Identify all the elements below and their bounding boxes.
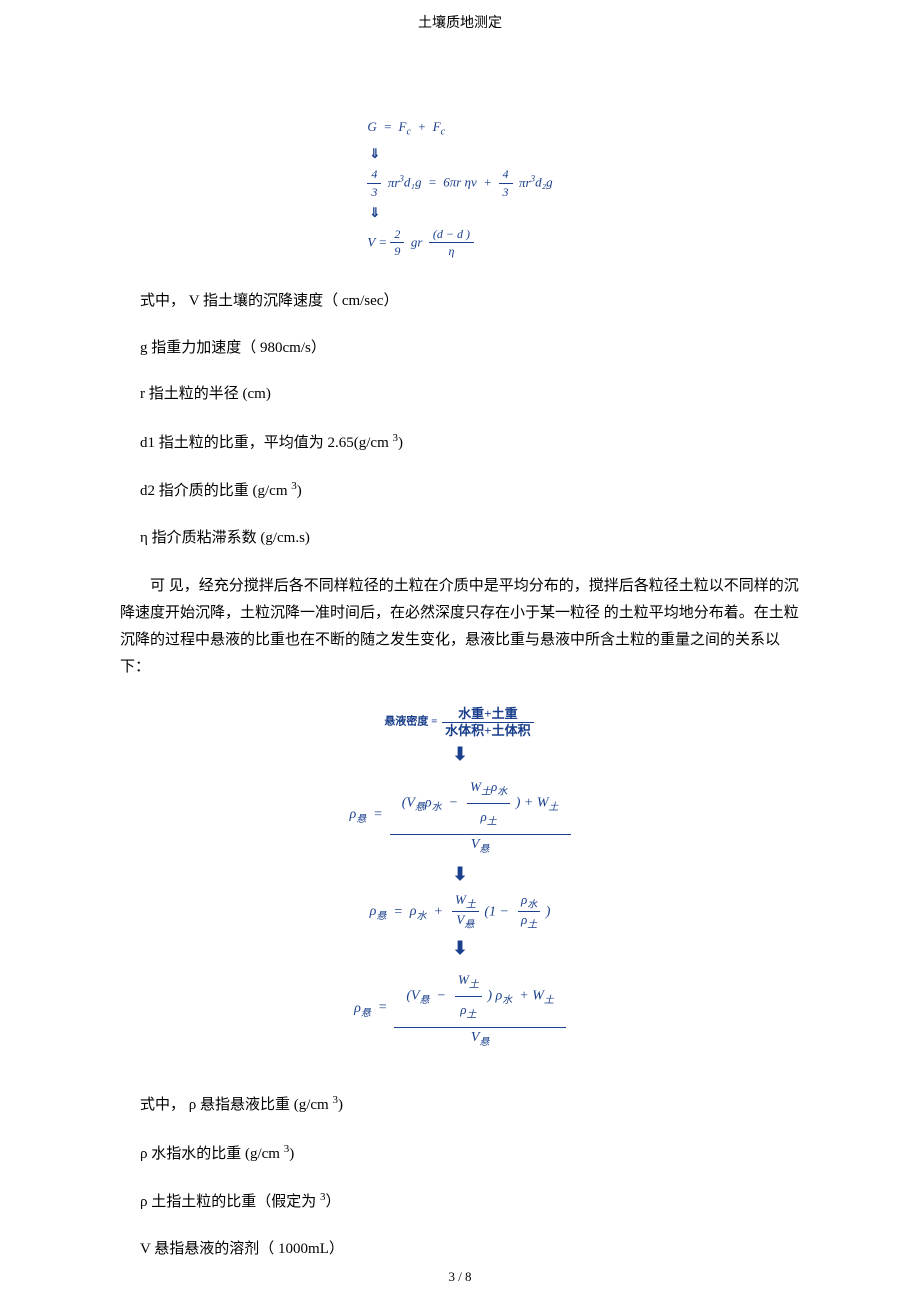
explanation-paragraph: 可 见，经充分搅拌后各不同样粒径的土粒在介质中是平均分布的，搅拌后各粒径土粒以不… [120, 573, 800, 681]
def-d1: d1 指土粒的比重，平均值为 2.65(g/cm 3) [140, 430, 800, 455]
pir3-b: πr3 [519, 175, 535, 190]
frac-2-9: 2 9 [390, 226, 404, 261]
arrow-down-b2: ⬇ [350, 864, 571, 886]
page-header-title: 土壤质地测定 [0, 12, 920, 32]
frac-dd-eta: (d − d ) η [429, 226, 474, 261]
sym-F1: Fc [399, 119, 411, 134]
def-rho-tu: ρ 土指土粒的比重（假定为 3） [140, 1189, 800, 1214]
arrow-down-b3: ⬇ [350, 938, 571, 960]
page-content: G = Fc + Fc ⇓ 4 3 πr3d₁g = 6πr ηv + 4 3 [120, 115, 800, 1284]
def-rho-shui: ρ 水指水的比重 (g/cm 3) [140, 1141, 800, 1166]
arrow-down-1: ⇓ [367, 142, 552, 167]
eq-row-1: ρ悬 = (V悬ρ水 − W土ρ水ρ土 ) + W土 V悬 [350, 772, 571, 858]
suspension-density-derivation: 悬液密度 = 水重+土重 水体积+土体积 ⬇ ρ悬 = (V悬ρ水 − W土ρ水… [350, 706, 571, 1057]
formula-block-1: G = Fc + Fc ⇓ 4 3 πr3d₁g = 6πr ηv + 4 3 [120, 115, 800, 260]
definition-list-2: 式中， ρ 悬指悬液比重 (g/cm 3) ρ 水指水的比重 (g/cm 3) … [140, 1092, 800, 1260]
def-eta: η 指介质粘滞系数 (g/cm.s) [140, 527, 800, 550]
frac-4-3-b: 4 3 [499, 166, 513, 201]
sym-F2: Fc [433, 119, 445, 134]
d1g: d₁g [404, 175, 422, 190]
sym-G: G [367, 119, 376, 134]
def-v: 式中， V 指土壤的沉降速度（ cm/sec） [140, 290, 800, 313]
arrow-down-2: ⇓ [367, 201, 552, 226]
page-number: 3 / 8 [0, 1269, 920, 1285]
def-rho-xuan: 式中， ρ 悬指悬液比重 (g/cm 3) [140, 1092, 800, 1117]
sym-V: V [367, 234, 375, 249]
def-g: g 指重力加速度（ 980cm/s） [140, 337, 800, 360]
gr-sq: gr [411, 234, 423, 249]
d2g: d₂g [535, 175, 553, 190]
eq-row-2: ρ悬 = ρ水 + W土V悬 (1 − ρ水ρ土 ) [350, 892, 571, 932]
arrow-down-b1: ⬇ [350, 744, 571, 766]
eq-row-3: ρ悬 = (V悬 − W土ρ土 ) ρ水 + W土 V悬 [350, 965, 571, 1051]
definition-list-1: 式中， V 指土壤的沉降速度（ cm/sec） g 指重力加速度（ 980cm/… [140, 290, 800, 549]
pir3-a: πr3 [388, 175, 404, 190]
def-d2: d2 指介质的比重 (g/cm 3) [140, 478, 800, 503]
formula-block-2: 悬液密度 = 水重+土重 水体积+土体积 ⬇ ρ悬 = (V悬ρ水 − W土ρ水… [120, 706, 800, 1057]
def-v-xuan: V 悬指悬液的溶剂（ 1000mL） [140, 1238, 800, 1261]
density-header: 悬液密度 = 水重+土重 水体积+土体积 [350, 706, 571, 738]
six-pi-rv: 6πr ηv [443, 175, 477, 190]
frac-4-3-a: 4 3 [367, 166, 381, 201]
def-r: r 指土粒的半径 (cm) [140, 383, 800, 406]
stokes-derivation: G = Fc + Fc ⇓ 4 3 πr3d₁g = 6πr ηv + 4 3 [367, 115, 552, 260]
